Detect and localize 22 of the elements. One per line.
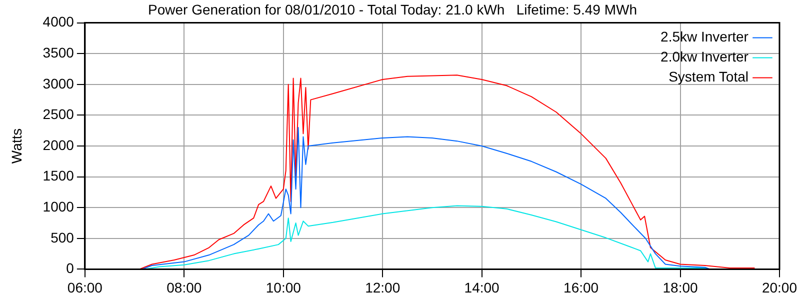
legend-label: 2.5kw Inverter [660,28,749,45]
y-tick-label: 0 [66,260,74,276]
legend-label: System Total [668,68,748,85]
x-tick-label: 16:00 [564,279,599,296]
y-tick-label: 3000 [42,75,74,92]
y-tick-label: 500 [50,229,74,246]
x-tick-label: 18:00 [662,279,698,296]
x-tick-label: 20:00 [762,279,798,296]
y-axis-title: Watts [8,128,24,164]
x-tick-label: 08:00 [166,279,202,296]
x-tick-label: 10:00 [266,279,302,296]
y-tick-label: 2000 [42,136,74,153]
y-tick-label: 2500 [42,106,74,122]
x-tick-label: 06:00 [67,279,103,296]
y-tick-label: 1000 [42,198,74,214]
y-tick-label: 3500 [42,44,74,60]
y-tick-label: 4000 [42,14,74,30]
y-tick-label: 1500 [42,168,74,184]
x-tick-label: 12:00 [365,279,400,296]
x-tick-label: 14:00 [464,279,500,296]
chart-title: Power Generation for 08/01/2010 - Total Today: 21.0 kWh Lifetime: 5.49 MWh [148,1,637,18]
legend-label: 2.0kw Inverter [660,48,749,65]
